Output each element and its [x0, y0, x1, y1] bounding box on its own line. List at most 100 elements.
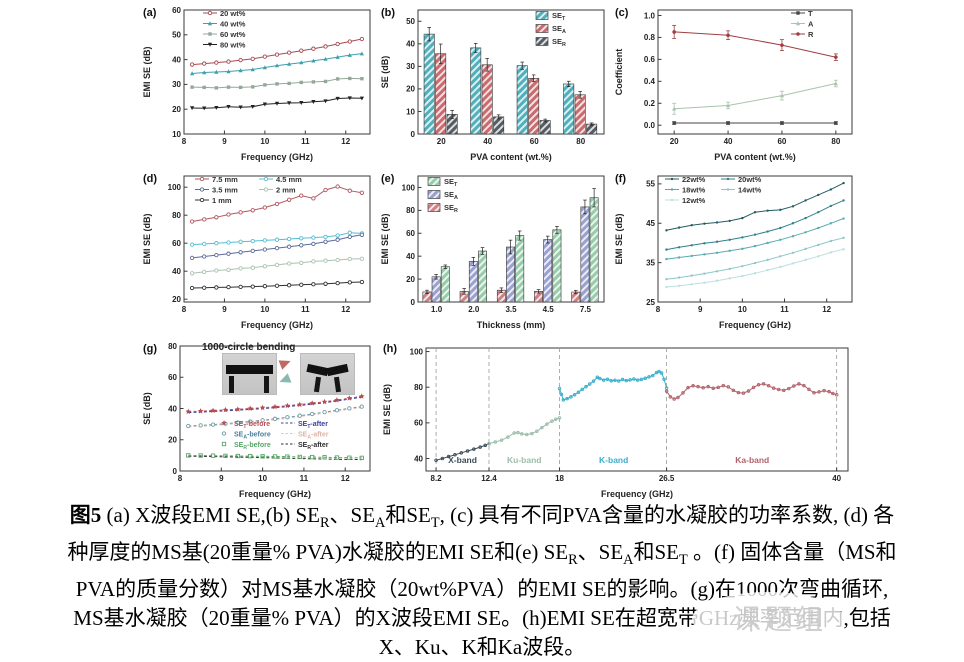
svg-text:20: 20	[168, 436, 177, 445]
panel-g-chart: 0 20 40 60 80 8 9 10 11 12 Frequency (GHz) SE (dB) (…	[142, 342, 371, 499]
svg-text:22wt%: 22wt%	[682, 175, 706, 184]
svg-text:SE (dB): SE (dB)	[380, 56, 390, 89]
svg-text:60: 60	[172, 239, 181, 248]
svg-text:EMI SE (dB): EMI SE (dB)	[142, 213, 152, 264]
caption-figure-label: 图5	[69, 503, 102, 527]
svg-text:11: 11	[300, 474, 309, 483]
figure-5: 10 20 30 40 50 60 8 9 10 11 12 Frequency (GHz) EMI S…	[142, 6, 853, 499]
svg-text:8: 8	[182, 305, 187, 314]
svg-text:SER-after: SER-after	[298, 442, 329, 451]
panel-e-chart: 0 20 40 60 80 100 1.0 2.0 3.5 4.5 7.5 Thickness (mm…	[380, 173, 605, 330]
svg-text:12: 12	[341, 137, 350, 146]
panel-f-chart: 25 35 45 55 8 9 10 11 12 Frequency (GHz) EMI SE (d…	[614, 173, 853, 330]
svg-text:0.2: 0.2	[644, 99, 656, 108]
watermark-stamp	[692, 592, 844, 646]
svg-text:K-band: K-band	[599, 455, 628, 465]
svg-text:0: 0	[411, 298, 416, 307]
svg-text:(a): (a)	[143, 7, 157, 19]
svg-text:20wt%: 20wt%	[738, 175, 762, 184]
svg-text:40: 40	[406, 40, 415, 49]
svg-text:Frequency (GHz): Frequency (GHz)	[719, 320, 791, 330]
svg-text:PVA content (wt.%): PVA content (wt.%)	[714, 152, 796, 162]
svg-text:8: 8	[656, 305, 661, 314]
caption-line-1: 图5 (a) X波段EMI SE,(b) SER、SEA和SET, (c) 具有…	[0, 501, 964, 538]
svg-text:0: 0	[411, 130, 416, 139]
svg-text:20 wt%: 20 wt%	[220, 9, 246, 18]
svg-text:R: R	[808, 30, 814, 39]
svg-text:7.5 mm: 7.5 mm	[212, 175, 238, 184]
svg-text:40: 40	[172, 55, 181, 64]
svg-text:40: 40	[483, 137, 492, 146]
svg-text:55: 55	[646, 180, 655, 189]
svg-text:T: T	[808, 9, 813, 18]
svg-text:9: 9	[698, 305, 703, 314]
svg-text:60: 60	[406, 229, 415, 238]
svg-text:(d): (d)	[143, 173, 157, 185]
svg-text:35: 35	[646, 258, 655, 267]
svg-text:Thickness (mm): Thickness (mm)	[477, 320, 546, 330]
svg-text:30: 30	[406, 62, 415, 71]
svg-text:11: 11	[301, 305, 310, 314]
svg-text:11: 11	[780, 305, 789, 314]
svg-text:60: 60	[168, 373, 177, 382]
svg-text:60 wt%: 60 wt%	[220, 30, 246, 39]
svg-text:3.5 mm: 3.5 mm	[212, 186, 238, 195]
svg-text:20: 20	[172, 105, 181, 114]
svg-text:SEA: SEA	[444, 190, 458, 201]
svg-text:EMI SE (dB): EMI SE (dB)	[614, 213, 624, 264]
svg-text:60: 60	[777, 137, 786, 146]
svg-text:SEA-before: SEA-before	[234, 432, 271, 441]
svg-text:Frequency (GHz): Frequency (GHz)	[601, 489, 673, 499]
svg-text:80: 80	[172, 211, 181, 220]
svg-text:80: 80	[168, 342, 177, 351]
svg-text:10: 10	[172, 130, 181, 139]
svg-text:X-band: X-band	[448, 455, 477, 465]
svg-text:9: 9	[222, 305, 227, 314]
svg-text:SE (dB): SE (dB)	[142, 392, 152, 425]
svg-text:1 mm: 1 mm	[212, 196, 232, 205]
svg-text:20: 20	[406, 85, 415, 94]
svg-text:40: 40	[168, 404, 177, 413]
svg-text:40: 40	[406, 252, 415, 261]
svg-text:40: 40	[724, 137, 733, 146]
svg-text:EMI SE (dB): EMI SE (dB)	[142, 46, 152, 97]
svg-text:60: 60	[414, 419, 423, 428]
svg-text:1.0: 1.0	[431, 305, 443, 314]
svg-text:50: 50	[406, 17, 415, 26]
svg-text:Ka-band: Ka-band	[735, 455, 769, 465]
svg-text:30: 30	[172, 80, 181, 89]
svg-text:26.5: 26.5	[659, 474, 675, 483]
svg-text:(g): (g)	[143, 343, 157, 355]
svg-text:14wt%: 14wt%	[738, 186, 762, 195]
svg-text:SET: SET	[444, 177, 458, 188]
svg-text:60: 60	[530, 137, 539, 146]
svg-text:80: 80	[414, 383, 423, 392]
svg-text:10: 10	[406, 107, 415, 116]
svg-text:SER-before: SER-before	[234, 442, 271, 451]
svg-text:40: 40	[172, 267, 181, 276]
svg-text:(f): (f)	[615, 173, 626, 185]
svg-text:40 wt%: 40 wt%	[220, 20, 246, 29]
svg-text:0.4: 0.4	[644, 77, 656, 86]
svg-text:80 wt%: 80 wt%	[220, 41, 246, 50]
svg-text:SER: SER	[444, 203, 458, 214]
svg-text:SET: SET	[552, 11, 566, 22]
svg-text:80: 80	[406, 206, 415, 215]
svg-text:9: 9	[219, 474, 224, 483]
svg-text:8.2: 8.2	[431, 474, 443, 483]
svg-text:20: 20	[670, 137, 679, 146]
svg-text:0.0: 0.0	[644, 121, 656, 130]
svg-text:SER: SER	[552, 37, 566, 48]
panel-d-chart: 20 40 60 80 100 8 9 10 11 12 Frequency (GHz) EMI SE…	[142, 173, 371, 330]
svg-text:0: 0	[173, 467, 178, 476]
svg-text:8: 8	[178, 474, 183, 483]
svg-text:SET-before: SET-before	[234, 421, 270, 430]
svg-text:18wt%: 18wt%	[682, 186, 706, 195]
svg-text:Frequency (GHz): Frequency (GHz)	[241, 152, 313, 162]
svg-text:2 mm: 2 mm	[276, 186, 296, 195]
caption-line-2: 种厚度的MS基(20重量% PVA)水凝胶的EMI SE和(e) SER、SEA…	[67, 540, 897, 569]
svg-text:Coefficient: Coefficient	[614, 49, 624, 96]
svg-text:9: 9	[222, 137, 227, 146]
caption-line-1-text: (a) X波段EMI SE,(b) SER、SEA和SET, (c) 具有不同P…	[101, 503, 895, 532]
svg-text:10: 10	[260, 137, 269, 146]
